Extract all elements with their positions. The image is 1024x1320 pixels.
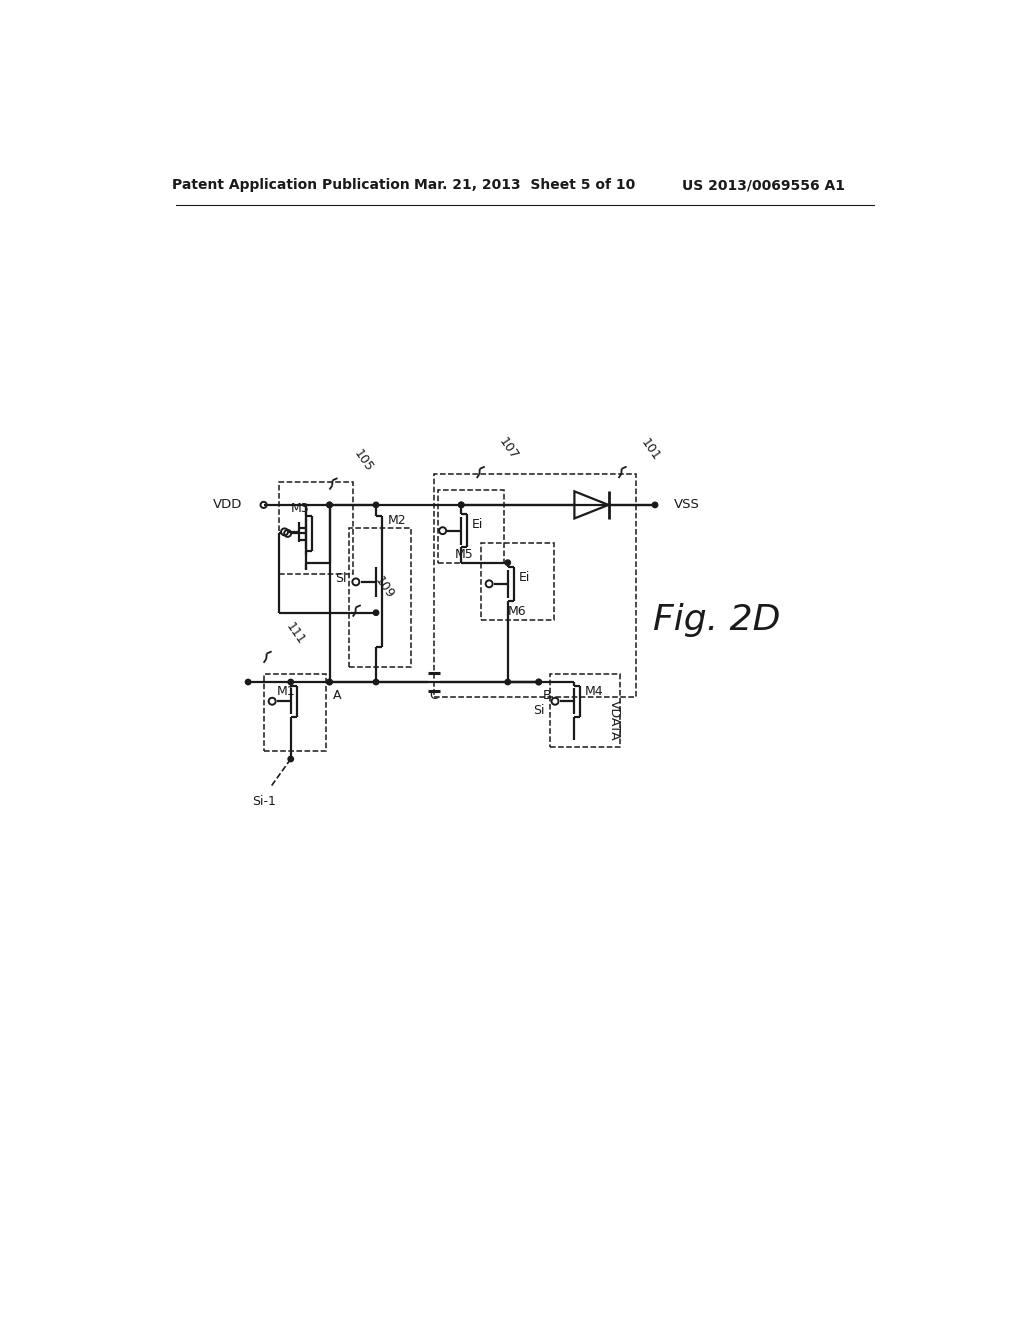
Circle shape xyxy=(374,610,379,615)
Text: M6: M6 xyxy=(508,605,526,618)
Text: C: C xyxy=(430,689,438,702)
Circle shape xyxy=(652,502,657,508)
Text: M1: M1 xyxy=(276,685,296,698)
Text: Ei: Ei xyxy=(518,572,530,585)
Bar xyxy=(349,528,411,667)
Text: Si-1: Si-1 xyxy=(252,795,275,808)
Circle shape xyxy=(536,680,542,685)
Text: M4: M4 xyxy=(586,685,604,698)
Circle shape xyxy=(459,502,464,508)
Circle shape xyxy=(327,680,332,685)
Text: M5: M5 xyxy=(455,548,474,561)
Circle shape xyxy=(327,502,332,508)
Text: Ei: Ei xyxy=(472,517,483,531)
Text: VDATA: VDATA xyxy=(607,700,621,741)
Text: VSS: VSS xyxy=(675,499,700,511)
Circle shape xyxy=(327,502,332,508)
Circle shape xyxy=(374,502,379,508)
Text: Patent Application Publication: Patent Application Publication xyxy=(172,178,410,193)
Text: M2: M2 xyxy=(388,513,407,527)
Text: 107: 107 xyxy=(497,436,521,463)
Text: 109: 109 xyxy=(373,574,396,602)
Bar xyxy=(480,544,554,620)
Bar xyxy=(434,474,636,697)
Text: 101: 101 xyxy=(638,436,663,463)
Circle shape xyxy=(288,680,294,685)
Circle shape xyxy=(505,680,510,685)
Text: Fig. 2D: Fig. 2D xyxy=(653,603,780,638)
Bar xyxy=(438,490,504,562)
Text: 111: 111 xyxy=(284,620,307,648)
Circle shape xyxy=(288,756,294,762)
Text: M3: M3 xyxy=(291,502,309,515)
Bar xyxy=(550,675,621,747)
Bar xyxy=(263,675,326,751)
Text: Si: Si xyxy=(532,704,544,717)
Circle shape xyxy=(459,502,464,508)
Text: A: A xyxy=(334,689,342,702)
Bar xyxy=(280,482,352,574)
Circle shape xyxy=(246,680,251,685)
Text: Mar. 21, 2013  Sheet 5 of 10: Mar. 21, 2013 Sheet 5 of 10 xyxy=(414,178,636,193)
Circle shape xyxy=(374,680,379,685)
Text: 105: 105 xyxy=(351,447,376,474)
Circle shape xyxy=(327,680,332,685)
Text: VDD: VDD xyxy=(213,499,242,511)
Text: US 2013/0069556 A1: US 2013/0069556 A1 xyxy=(682,178,845,193)
Circle shape xyxy=(536,680,542,685)
Circle shape xyxy=(505,560,510,565)
Text: Si: Si xyxy=(335,572,346,585)
Text: B: B xyxy=(543,689,551,702)
